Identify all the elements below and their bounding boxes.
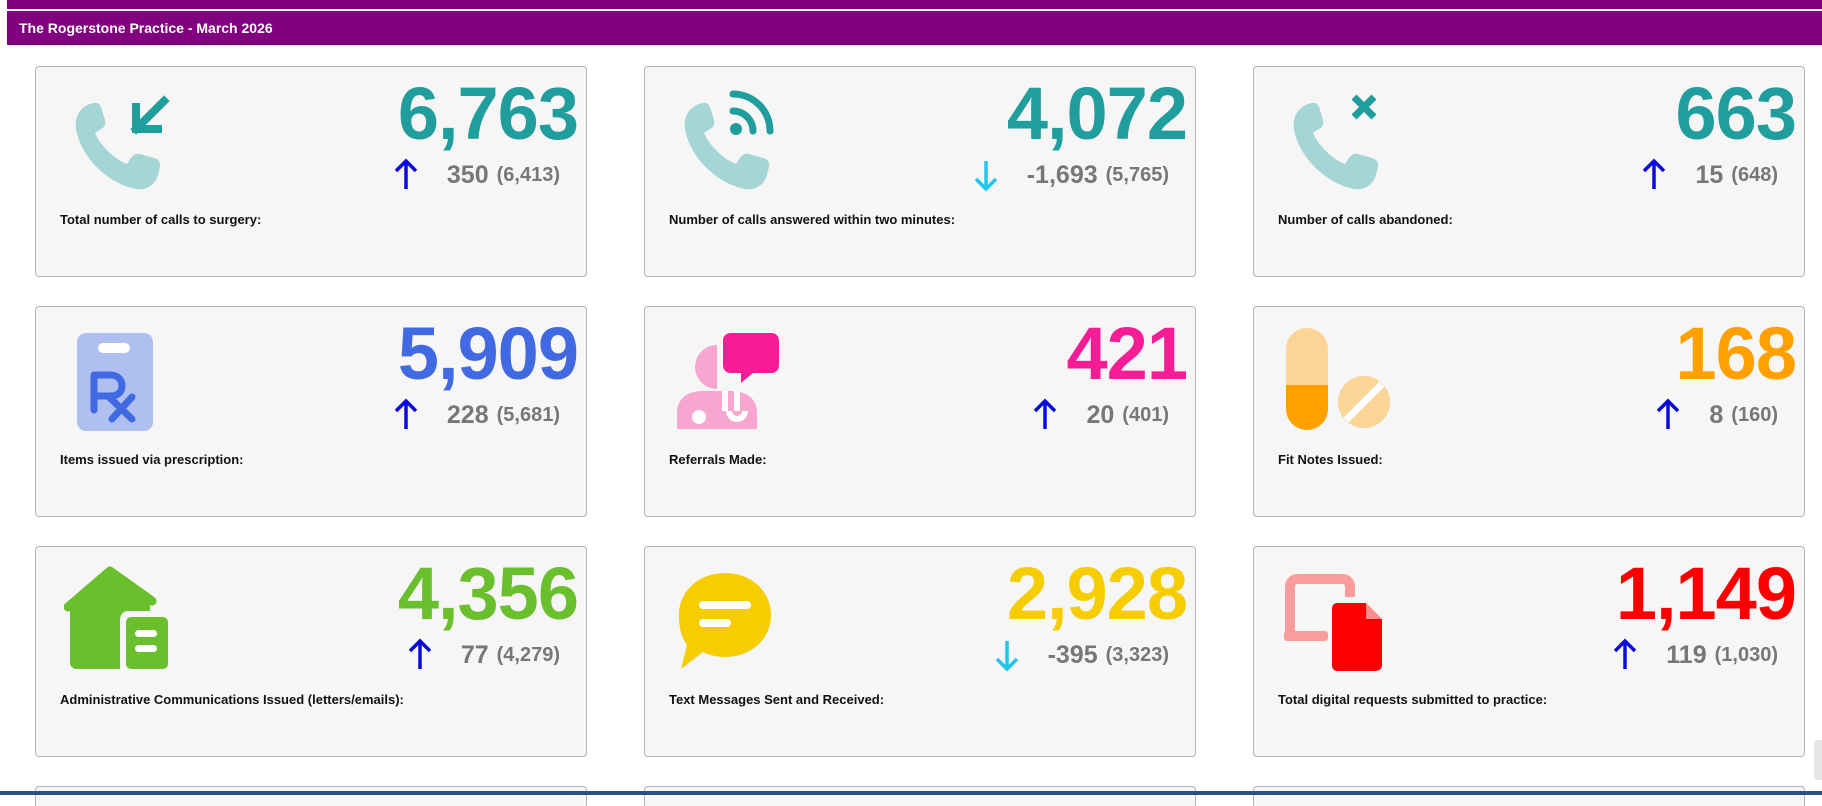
arrow-up-icon	[1641, 158, 1667, 192]
stat-card-admin-communications: 4,356 77 (4,279) Administrative Communic…	[35, 546, 587, 757]
stat-card-calls-answered: 4,072 -1,693 (5,765) Number of calls ans…	[644, 66, 1196, 277]
arrow-up-icon	[1612, 638, 1638, 672]
stat-value: 2,928	[1006, 552, 1188, 635]
stat-value: 1,149	[1615, 552, 1797, 635]
stat-delta: 119	[1666, 640, 1707, 669]
stat-delta-row: 20 (401)	[1032, 395, 1169, 435]
stat-label: Administrative Communications Issued (le…	[60, 692, 404, 707]
stat-previous: (1,030)	[1714, 643, 1778, 666]
stat-delta-row: -1,693 (5,765)	[973, 155, 1169, 195]
stat-delta: 350	[446, 160, 489, 189]
arrow-up-icon	[407, 638, 433, 672]
stat-delta: 8	[1709, 400, 1724, 429]
arrow-up-icon	[393, 158, 419, 192]
house-letter-icon	[63, 565, 174, 675]
stat-label: Number of calls abandoned:	[1278, 212, 1453, 227]
page-title: The Rogerstone Practice - March 2026	[7, 11, 1822, 45]
digital-document-icon	[1282, 565, 1392, 675]
prescription-clipboard-icon	[64, 325, 174, 435]
stat-previous: (6,413)	[496, 163, 560, 186]
arrow-up-icon	[1032, 398, 1058, 432]
top-accent-bar	[7, 0, 1822, 9]
phone-missed-icon	[1282, 85, 1392, 195]
stat-card-text-messages: 2,928 -395 (3,323) Text Messages Sent an…	[644, 546, 1196, 757]
stat-previous: (5,681)	[496, 403, 560, 426]
arrow-up-icon	[1655, 398, 1681, 432]
stat-delta: -395	[1047, 640, 1098, 669]
stat-card-partial	[35, 786, 587, 806]
stat-card-partial	[1253, 786, 1805, 806]
stat-label: Referrals Made:	[669, 452, 767, 467]
stat-value: 421	[1066, 312, 1188, 395]
stat-value: 5,909	[397, 312, 579, 395]
stat-label: Total number of calls to surgery:	[60, 212, 262, 227]
stat-delta: -1,693	[1026, 160, 1098, 189]
stat-delta-row: 119 (1,030)	[1612, 635, 1778, 675]
stat-label: Items issued via prescription:	[60, 452, 244, 467]
stat-label: Number of calls answered within two minu…	[669, 212, 956, 227]
stat-value: 168	[1675, 312, 1797, 395]
stat-value: 4,356	[397, 552, 579, 635]
arrow-down-icon	[973, 158, 999, 192]
phone-incoming-icon	[64, 85, 174, 195]
stat-previous: (648)	[1731, 163, 1778, 186]
stat-delta-row: 228 (5,681)	[393, 395, 560, 435]
stat-card-total-calls: 6,763 350 (6,413) Total number of calls …	[35, 66, 587, 277]
stat-delta-row: 8 (160)	[1655, 395, 1778, 435]
stat-delta: 20	[1086, 400, 1115, 429]
stat-card-digital-requests: 1,149 119 (1,030) Total digital requests…	[1253, 546, 1805, 757]
stat-label: Total digital requests submitted to prac…	[1278, 692, 1548, 707]
window-bottom-edge	[0, 791, 1822, 795]
stat-card-fit-notes: 168 8 (160) Fit Notes Issued:	[1253, 306, 1805, 517]
stat-delta-row: -395 (3,323)	[994, 635, 1169, 675]
stat-delta-row: 350 (6,413)	[393, 155, 560, 195]
chat-bubble-icon	[673, 565, 783, 675]
stat-label: Fit Notes Issued:	[1278, 452, 1383, 467]
stat-previous: (4,279)	[496, 643, 560, 666]
stat-delta-row: 15 (648)	[1641, 155, 1778, 195]
pills-icon	[1282, 325, 1392, 435]
stat-card-partial	[644, 786, 1196, 806]
arrow-down-icon	[994, 638, 1020, 672]
stat-delta: 15	[1695, 160, 1724, 189]
stat-previous: (401)	[1122, 403, 1169, 426]
stat-delta: 77	[460, 640, 489, 669]
stat-card-prescription-items: 5,909 228 (5,681) Items issued via presc…	[35, 306, 587, 517]
stat-previous: (160)	[1731, 403, 1778, 426]
stat-delta: 228	[446, 400, 489, 429]
phone-signal-icon	[673, 85, 783, 195]
stat-value: 4,072	[1006, 72, 1188, 155]
stat-label: Text Messages Sent and Received:	[669, 692, 885, 707]
scrollbar-thumb[interactable]	[1814, 740, 1822, 780]
stat-card-referrals: 421 20 (401) Referrals Made:	[644, 306, 1196, 517]
stat-delta-row: 77 (4,279)	[407, 635, 560, 675]
stat-previous: (3,323)	[1105, 643, 1169, 666]
top-accent-gap	[7, 9, 1822, 11]
arrow-up-icon	[393, 398, 419, 432]
stat-previous: (5,765)	[1105, 163, 1169, 186]
doctor-message-icon	[673, 325, 783, 435]
stat-value: 6,763	[397, 72, 579, 155]
stat-value: 663	[1675, 72, 1797, 155]
stat-card-calls-abandoned: 663 15 (648) Number of calls abandoned:	[1253, 66, 1805, 277]
